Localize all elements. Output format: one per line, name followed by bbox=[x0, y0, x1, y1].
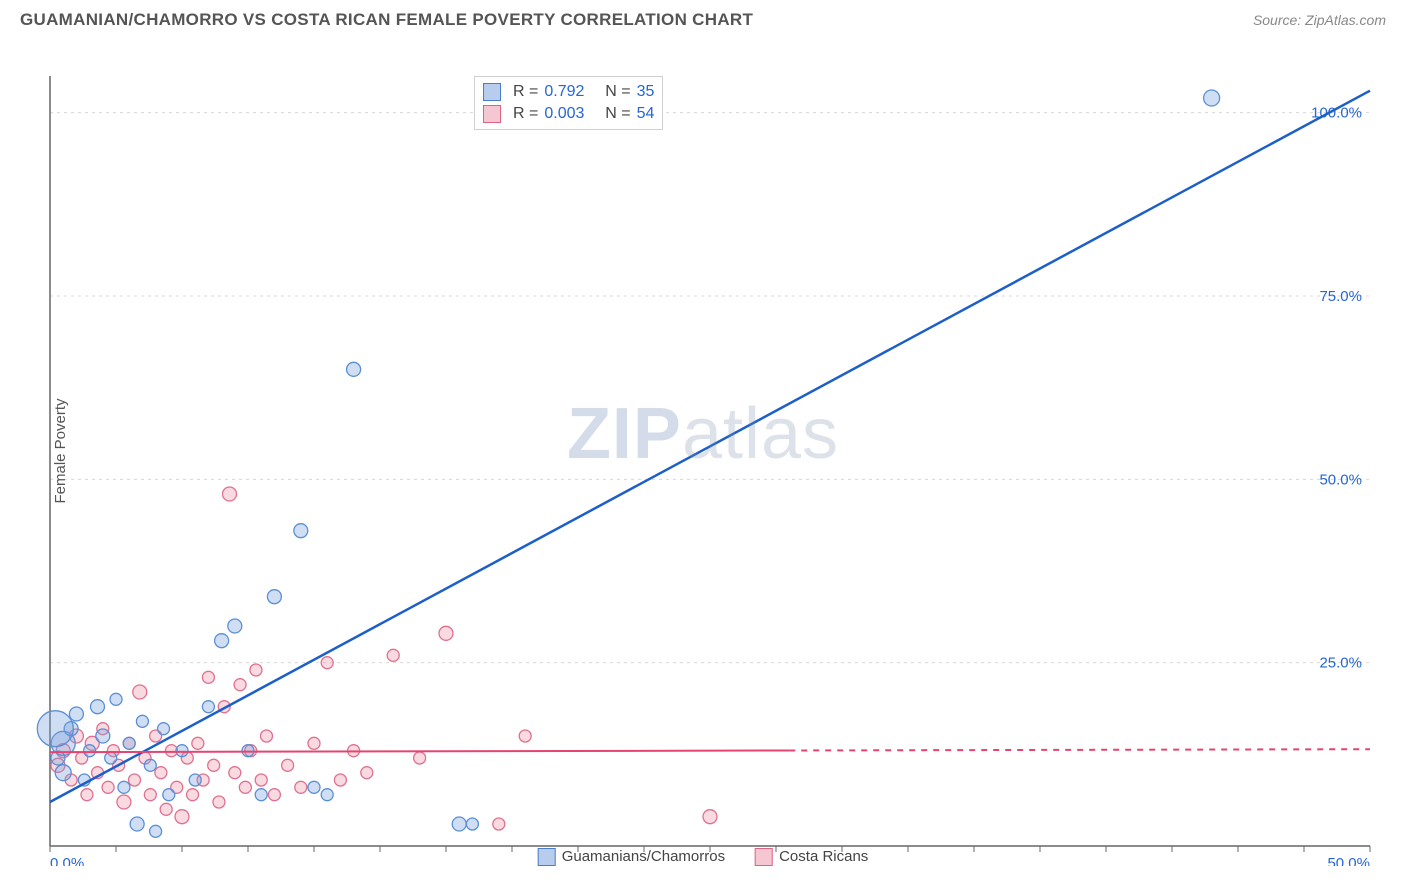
chart-header: GUAMANIAN/CHAMORRO VS COSTA RICAN FEMALE… bbox=[0, 0, 1406, 36]
legend-item-0: Guamanians/Chamorros bbox=[538, 848, 725, 866]
legend-swatch-1 bbox=[483, 105, 501, 123]
svg-text:50.0%: 50.0% bbox=[1319, 471, 1362, 488]
chart-area: Female Poverty ZIPatlas 25.0%50.0%75.0%1… bbox=[0, 36, 1406, 866]
svg-text:75.0%: 75.0% bbox=[1319, 288, 1362, 305]
series-legend: Guamanians/Chamorros Costa Ricans bbox=[538, 848, 869, 866]
source-link[interactable]: ZipAtlas.com bbox=[1305, 12, 1386, 28]
r-value-1: 0.003 bbox=[544, 105, 584, 123]
legend-swatch-bottom-1 bbox=[755, 848, 773, 866]
legend-swatch-bottom-0 bbox=[538, 848, 556, 866]
legend-row-series-1: R = 0.003 N = 54 bbox=[483, 103, 654, 125]
source-attribution: Source: ZipAtlas.com bbox=[1253, 12, 1386, 28]
svg-text:50.0%: 50.0% bbox=[1327, 855, 1370, 866]
n-value-1: 54 bbox=[637, 105, 655, 123]
r-value-0: 0.792 bbox=[544, 83, 584, 101]
correlation-legend: R = 0.792 N = 35 R = 0.003 N = 54 bbox=[474, 76, 663, 130]
svg-text:25.0%: 25.0% bbox=[1319, 655, 1362, 672]
n-value-0: 35 bbox=[637, 83, 655, 101]
y-axis-label: Female Poverty bbox=[52, 398, 69, 503]
legend-row-series-0: R = 0.792 N = 35 bbox=[483, 81, 654, 103]
chart-title: GUAMANIAN/CHAMORRO VS COSTA RICAN FEMALE… bbox=[20, 10, 753, 30]
legend-swatch-0 bbox=[483, 83, 501, 101]
legend-item-1: Costa Ricans bbox=[755, 848, 868, 866]
scatter-plot: 25.0%50.0%75.0%100.0%0.0%50.0% bbox=[0, 36, 1406, 866]
svg-text:0.0%: 0.0% bbox=[50, 855, 84, 866]
